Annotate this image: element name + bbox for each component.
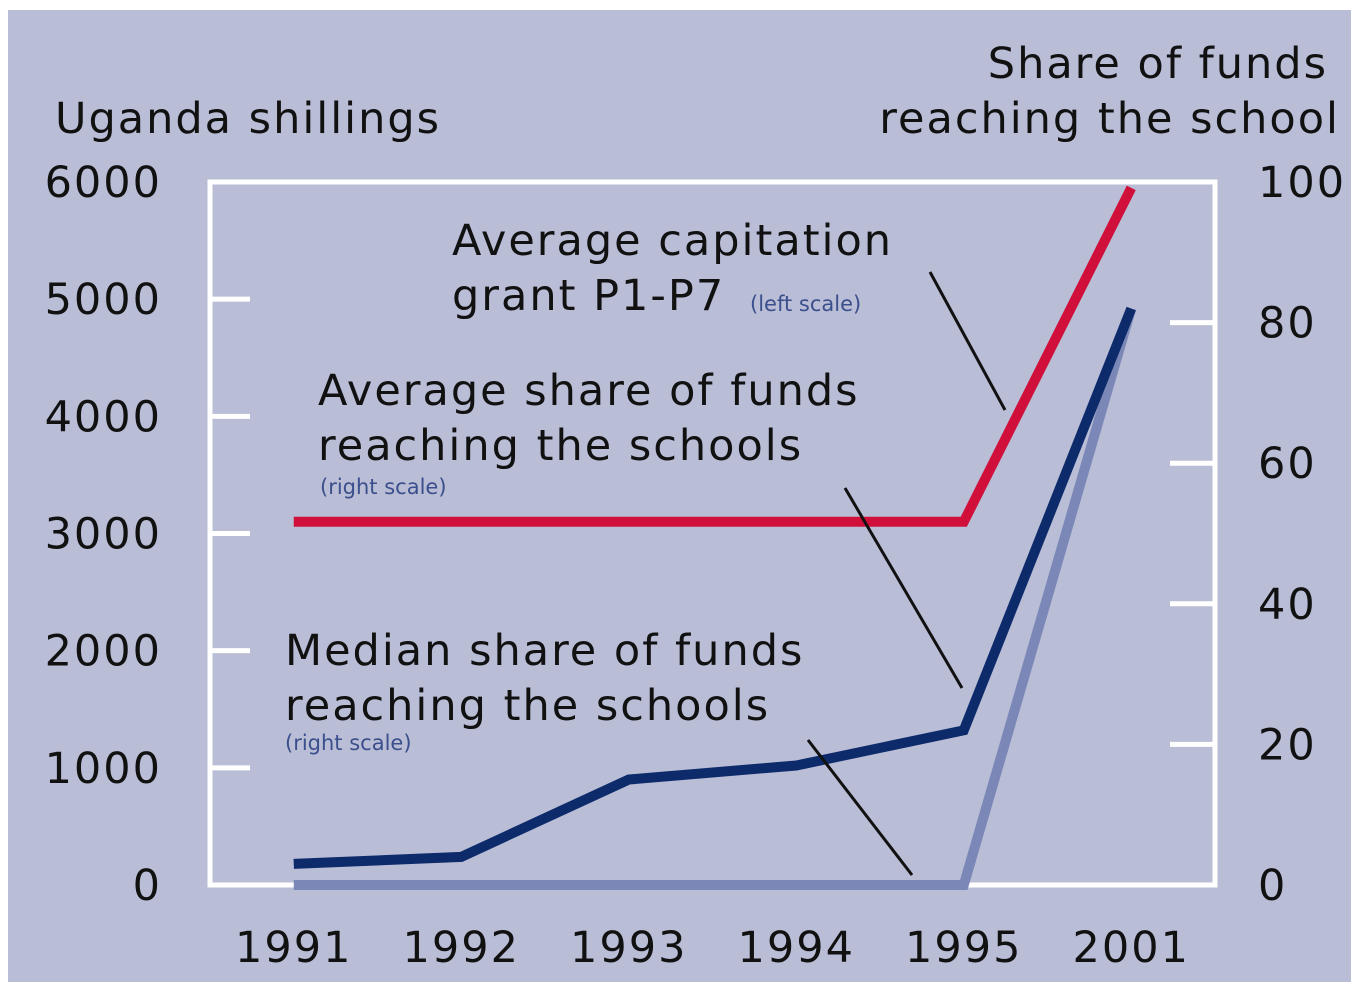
x-tick-label: 1995: [905, 923, 1022, 973]
leader-line: [806, 739, 914, 876]
series-group: [293, 185, 1137, 890]
annotation: Median share of funds: [285, 626, 804, 676]
x-tick-label: 2001: [1073, 923, 1190, 973]
x-tick-label: 1994: [738, 923, 855, 973]
annotation: reaching the schools: [318, 421, 803, 471]
background: [8, 10, 1351, 982]
y-tick-label: 0: [133, 861, 162, 911]
annotation: grant P1-P7: [452, 271, 725, 321]
series-line: [293, 307, 1137, 890]
y-axis-label: Uganda shillings: [55, 94, 441, 144]
y2-tick-label: 80: [1258, 299, 1317, 349]
series-line: [293, 185, 1136, 527]
annotation-note: (left scale): [750, 292, 861, 316]
y2-axis-label: reaching the school: [879, 94, 1340, 144]
y2-tick-label: 60: [1258, 439, 1317, 489]
y-tick-label: 4000: [45, 392, 162, 442]
y-tick-label: 6000: [45, 158, 162, 208]
annotation-note: (right scale): [285, 731, 412, 755]
annotation: Average capitation: [452, 216, 893, 266]
annotation: Average share of funds: [318, 366, 860, 416]
y-tick-label: 2000: [45, 627, 162, 677]
x-tick-label: 1993: [570, 923, 687, 973]
y2-tick-label: 20: [1258, 720, 1317, 770]
x-tick-label: 1991: [235, 923, 352, 973]
annotation-note: (right scale): [320, 475, 447, 499]
series-line: [293, 306, 1136, 869]
y-tick-label: 5000: [45, 275, 162, 325]
y-tick-label: 1000: [45, 744, 162, 794]
leader-line: [928, 271, 1007, 411]
y2-tick-label: 100: [1258, 158, 1346, 208]
y2-tick-label: 40: [1258, 580, 1317, 630]
y2-tick-label: 0: [1258, 861, 1287, 911]
x-tick-label: 1992: [403, 923, 520, 973]
y-tick-label: 3000: [45, 510, 162, 560]
y2-axis-label: Share of funds: [988, 39, 1328, 89]
leader-line: [843, 487, 964, 689]
annotation: reaching the schools: [285, 681, 770, 731]
